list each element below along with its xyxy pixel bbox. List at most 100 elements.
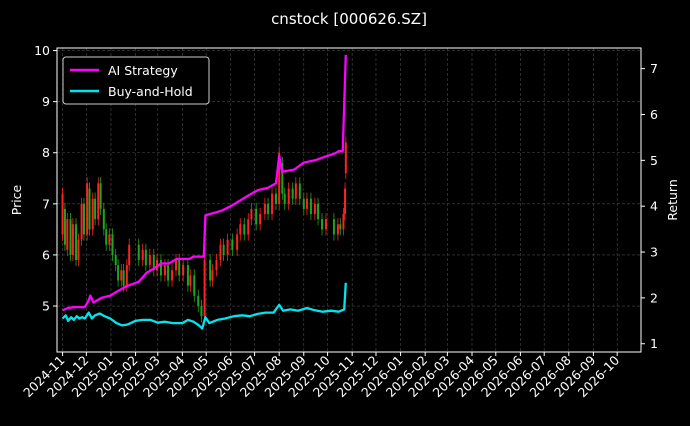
candle-body xyxy=(200,306,203,317)
candle-body xyxy=(102,208,105,230)
candle-body xyxy=(99,183,102,209)
candle-body xyxy=(182,265,185,276)
candle-body xyxy=(271,193,274,215)
candle-body xyxy=(117,265,120,281)
plot-frame xyxy=(56,47,642,353)
candle-body xyxy=(71,224,74,255)
candle-body xyxy=(171,270,174,281)
candle-body xyxy=(278,152,281,204)
candle-body xyxy=(94,198,97,220)
series-lines xyxy=(61,54,347,330)
candle-body xyxy=(125,265,128,286)
candle-body xyxy=(75,224,78,261)
candle-body xyxy=(137,244,140,261)
candle-body xyxy=(267,203,270,215)
candle-body xyxy=(159,260,162,276)
candle-body xyxy=(193,275,196,296)
candle-body xyxy=(141,249,144,261)
candle-body xyxy=(243,224,246,235)
candle-body xyxy=(88,188,91,230)
y-tick-label-right: 5 xyxy=(650,153,658,168)
candle-body xyxy=(317,203,320,220)
candle-body xyxy=(152,254,155,271)
y-tick-label-right: 1 xyxy=(650,336,658,351)
candle-body xyxy=(263,203,266,215)
candle-body xyxy=(226,239,229,255)
y-tick-label-right: 2 xyxy=(650,290,658,305)
x-ticks: 2024-112024-122025-012025-022025-032025-… xyxy=(20,352,622,400)
candle-body xyxy=(215,260,218,271)
legend-label-buy-and-hold: Buy-and-Hold xyxy=(108,84,193,99)
candle-body xyxy=(66,219,69,250)
y-tick-label-right: 7 xyxy=(650,61,658,76)
grid xyxy=(57,48,641,352)
candle-body xyxy=(144,249,147,266)
y-tick-label-right: 6 xyxy=(650,107,658,122)
legend-label-ai-strategy: AI Strategy xyxy=(108,63,178,78)
candle-body xyxy=(305,198,308,209)
candle-body xyxy=(175,260,178,271)
candle-body xyxy=(219,244,222,261)
y-ticks-right: 1 2 3 4 5 6 7 xyxy=(641,61,658,351)
candle-body xyxy=(163,265,166,276)
candle-body xyxy=(82,203,85,235)
y-axis-label-right: Return xyxy=(665,179,680,220)
y-tick-label-right: 4 xyxy=(650,199,658,214)
candle-body xyxy=(114,254,117,266)
candle-body xyxy=(211,270,214,281)
y-axis-label-left: Price xyxy=(9,184,24,215)
candle-body xyxy=(120,270,123,281)
candle-body xyxy=(111,234,114,255)
candle-body xyxy=(167,265,170,281)
candle-body xyxy=(287,188,290,204)
candle-body xyxy=(324,219,327,230)
candle-body xyxy=(186,265,189,286)
candle-body xyxy=(275,193,277,204)
candle-body xyxy=(209,260,212,281)
candle-body xyxy=(302,198,305,209)
candle-body xyxy=(294,183,297,199)
candle-body xyxy=(313,203,316,215)
candlesticks xyxy=(61,136,347,323)
candle-body xyxy=(222,244,225,255)
candle-body xyxy=(97,183,100,220)
candle-body xyxy=(86,183,89,235)
candle-body xyxy=(105,229,108,245)
candle-body xyxy=(291,188,294,199)
series-line-buy-and-hold xyxy=(61,282,347,330)
chart-title: cnstock [000626.SZ] xyxy=(271,10,427,28)
y-tick-label-left: 9 xyxy=(42,94,50,109)
candle-body xyxy=(239,224,242,235)
y-tick-label-left: 5 xyxy=(42,299,50,314)
candle-body xyxy=(63,208,66,245)
y-tick-label-right: 3 xyxy=(650,245,658,260)
candle-body xyxy=(281,162,284,194)
candle-body xyxy=(342,214,345,230)
candle-body xyxy=(250,208,253,220)
candle-body xyxy=(122,270,125,286)
candle-body xyxy=(77,239,80,261)
candle-body xyxy=(108,234,111,245)
series-line-ai-strategy xyxy=(62,54,347,312)
candle-body xyxy=(236,234,239,250)
candle-body xyxy=(339,224,342,230)
candle-body xyxy=(259,214,262,225)
legend: AI Strategy Buy-and-Hold xyxy=(62,56,210,105)
candle-body xyxy=(344,188,347,215)
candle-body xyxy=(231,239,234,250)
candle-body xyxy=(247,219,250,235)
candle-body xyxy=(148,254,151,266)
candle-body xyxy=(197,295,200,307)
candle-body xyxy=(344,142,347,174)
candle-body xyxy=(283,193,286,204)
y-tick-label-left: 8 xyxy=(42,145,50,160)
candle-body xyxy=(178,260,181,276)
candle-body xyxy=(69,219,72,255)
candle-body xyxy=(91,198,94,230)
candle-body xyxy=(189,275,192,286)
candle-body xyxy=(255,208,258,225)
candle-body xyxy=(61,193,64,235)
candle-body xyxy=(203,260,206,317)
